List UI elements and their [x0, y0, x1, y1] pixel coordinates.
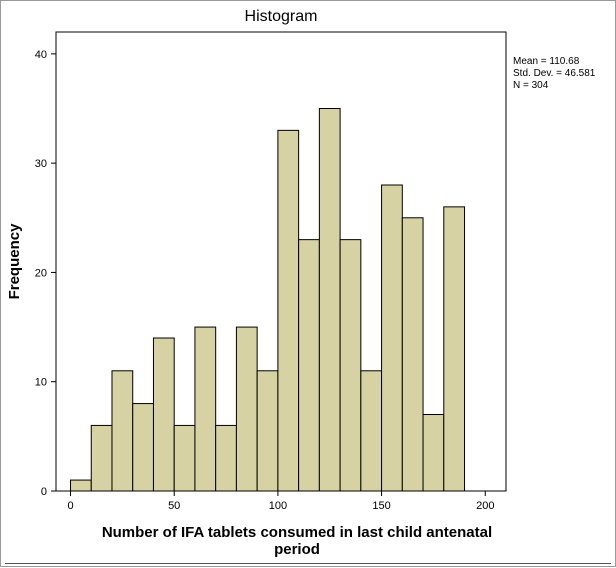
- y-tick-label-20: 20: [35, 267, 47, 279]
- x-tick-label-100: 100: [269, 500, 287, 512]
- x-tick-label-0: 0: [67, 500, 73, 512]
- stat-mean: Mean = 110.68: [513, 56, 580, 67]
- y-axis-label: Frequency: [6, 223, 23, 300]
- histogram-bar-16: [401, 217, 424, 492]
- histogram-bar-12: [318, 108, 341, 492]
- histogram-bar-7: [215, 424, 237, 492]
- y-tick-label-40: 40: [35, 49, 47, 61]
- histogram-bar-4: [152, 337, 175, 492]
- x-tick-label-150: 150: [372, 500, 390, 512]
- histogram-bar-13: [339, 239, 362, 492]
- histogram-bar-0: [70, 479, 92, 492]
- histogram-bar-8: [235, 326, 258, 492]
- x-tick-label-50: 50: [168, 500, 180, 512]
- histogram-bar-2: [111, 370, 134, 492]
- chart-title: Histogram: [245, 8, 318, 25]
- histogram-bar-10: [277, 129, 300, 492]
- histogram-bar-18: [443, 206, 466, 492]
- histogram-bar-11: [298, 239, 320, 492]
- histogram-bar-6: [194, 326, 217, 492]
- y-tick-label-0: 0: [41, 486, 47, 498]
- y-tick-label-10: 10: [35, 377, 47, 389]
- histogram-bar-9: [256, 370, 279, 492]
- bottom-divider: [5, 563, 611, 564]
- stat-n: N = 304: [513, 80, 549, 91]
- histogram-bar-5: [173, 424, 196, 492]
- bars-group: [70, 108, 466, 492]
- x-tick-label-200: 200: [476, 500, 494, 512]
- x-axis-label-line-1: Number of IFA tablets consumed in last c…: [102, 524, 492, 541]
- histogram-bar-15: [381, 184, 403, 492]
- histogram-bar-3: [132, 403, 154, 492]
- y-axis-ticks: 0 10 20 30 40: [35, 49, 56, 498]
- stat-std-dev: Std. Dev. = 46.581: [513, 68, 596, 79]
- x-axis-ticks: 0 50 100 150 200: [67, 491, 494, 512]
- histogram-bar-17: [422, 414, 445, 492]
- histogram-bar-1: [90, 424, 113, 492]
- histogram-bar-14: [360, 370, 383, 492]
- summary-stats: Mean = 110.68 Std. Dev. = 46.581 N = 304: [513, 56, 595, 92]
- y-tick-label-30: 30: [35, 158, 47, 170]
- x-axis-label-line-2: period: [274, 541, 320, 558]
